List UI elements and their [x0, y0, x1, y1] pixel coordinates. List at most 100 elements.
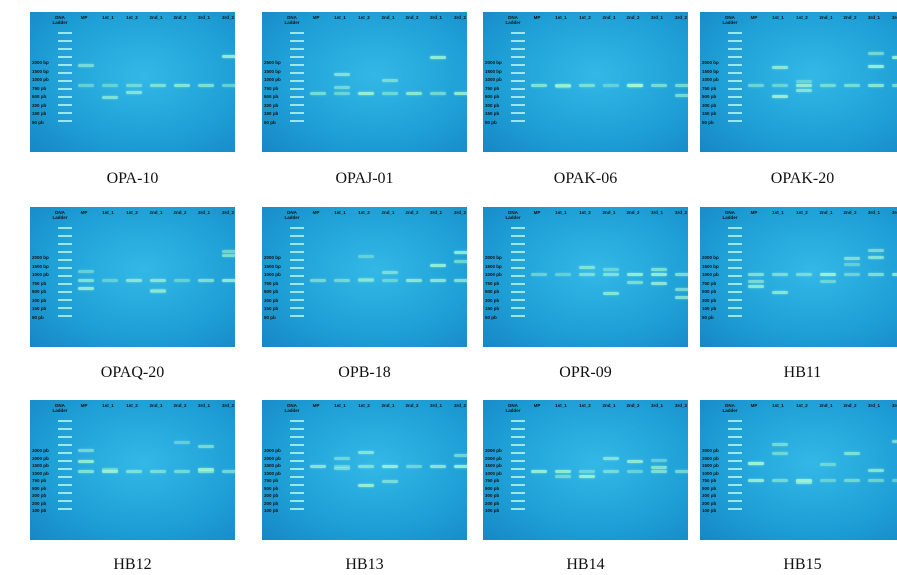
ladder-band: [728, 72, 742, 74]
band: [555, 470, 571, 473]
band: [198, 279, 214, 282]
band: [126, 84, 142, 87]
ladder-band: [728, 452, 742, 454]
band: [796, 273, 812, 276]
lane-label: 3rd_2: [218, 403, 235, 408]
band: [358, 255, 374, 258]
lane-label: 1st_1: [551, 403, 571, 408]
ladder-band: [290, 492, 304, 494]
lane-label: MP: [744, 403, 764, 408]
ladder-band: [728, 56, 742, 58]
lane-label: 1st_1: [551, 210, 571, 215]
ladder-label: 300 pb: [264, 103, 278, 108]
lane-label: 3rd_2: [450, 403, 467, 408]
band: [454, 251, 467, 254]
ladder-label: 750 pb: [264, 86, 278, 91]
band: [651, 470, 667, 473]
lane-label: MP: [74, 210, 94, 215]
ladder-band: [511, 420, 525, 422]
band: [454, 454, 467, 457]
ladder-label: 750 pb: [702, 86, 716, 91]
ladder-label: 1500 bp: [702, 69, 719, 74]
lane-label: MP: [527, 210, 547, 215]
band: [382, 79, 398, 82]
ladder-label: 300 pb: [485, 493, 499, 498]
band: [820, 273, 836, 276]
ladder-band: [511, 452, 525, 454]
ladder-band: [511, 315, 525, 317]
ladder-label: 750 pb: [32, 478, 46, 483]
ladder-label: 50 pb: [264, 315, 276, 320]
lane-label: MP: [306, 15, 326, 20]
ladder-band: [728, 291, 742, 293]
ladder-band: [511, 56, 525, 58]
lane-label: 2nd_2: [402, 15, 422, 20]
ladder-band: [511, 48, 525, 50]
ladder-band: [290, 508, 304, 510]
lane-label: 2nd_2: [840, 210, 860, 215]
ladder-band: [58, 283, 72, 285]
lane-label: 1st_2: [792, 210, 812, 215]
ladder-band: [728, 476, 742, 478]
gel-image: DNA LadderMP1st_11st_22nd_12nd_23rd_13rd…: [700, 207, 897, 347]
lane-label: MP: [306, 403, 326, 408]
ladder-band: [290, 315, 304, 317]
ladder-band: [511, 40, 525, 42]
ladder-band: [58, 40, 72, 42]
ladder-band: [290, 291, 304, 293]
ladder-label: 750 pb: [485, 478, 499, 483]
band: [174, 441, 190, 444]
band: [844, 263, 860, 266]
band: [358, 92, 374, 95]
ladder-label: 2500 bp: [264, 60, 281, 65]
lane-label: DNA Ladder: [282, 15, 302, 25]
ladder-band: [290, 275, 304, 277]
lane-label: 2nd_1: [599, 15, 619, 20]
ladder-band: [58, 460, 72, 462]
ladder-label: 500 pb: [485, 289, 499, 294]
band: [627, 281, 643, 284]
band: [844, 452, 860, 455]
band: [150, 279, 166, 282]
ladder-band: [58, 80, 72, 82]
ladder-label: 750 pb: [485, 281, 499, 286]
band: [651, 268, 667, 271]
ladder-band: [511, 267, 525, 269]
band: [796, 80, 812, 83]
band: [334, 467, 350, 470]
ladder-band: [511, 112, 525, 114]
ladder-label: 300 pb: [264, 298, 278, 303]
band: [150, 470, 166, 473]
lane-label: 2nd_2: [402, 403, 422, 408]
ladder-band: [58, 508, 72, 510]
ladder-band: [290, 80, 304, 82]
band: [651, 273, 667, 276]
ladder-label: 750 pb: [32, 86, 46, 91]
lane-label: 3rd_2: [888, 15, 897, 20]
ladder-label: 2000 pb: [485, 456, 502, 461]
gel-image: DNA LadderMP1st_11st_22nd_12nd_23rd_13rd…: [700, 12, 897, 152]
ladder-band: [290, 500, 304, 502]
lane-label: 3rd_2: [218, 15, 235, 20]
ladder-band: [290, 436, 304, 438]
ladder-label: 500 pb: [32, 486, 46, 491]
lane-label: DNA Ladder: [720, 210, 740, 220]
ladder-label: 750 pb: [702, 281, 716, 286]
ladder-band: [728, 259, 742, 261]
ladder-label: 150 pb: [32, 111, 46, 116]
gel-image: DNA LadderMP1st_11st_22nd_12nd_23rd_13rd…: [262, 400, 467, 540]
ladder-band: [511, 259, 525, 261]
lane-label: 2nd_2: [623, 403, 643, 408]
ladder-band: [58, 299, 72, 301]
ladder-label: 2000 bp: [702, 255, 719, 260]
band: [430, 279, 446, 282]
band: [222, 250, 235, 253]
band: [651, 84, 667, 87]
ladder-label: 150 pb: [485, 111, 499, 116]
ladder-band: [290, 104, 304, 106]
band: [748, 84, 764, 87]
gel-caption: OPAJ-01: [262, 170, 467, 188]
band: [796, 84, 812, 87]
lane-label: DNA Ladder: [50, 210, 70, 220]
ladder-band: [290, 56, 304, 58]
